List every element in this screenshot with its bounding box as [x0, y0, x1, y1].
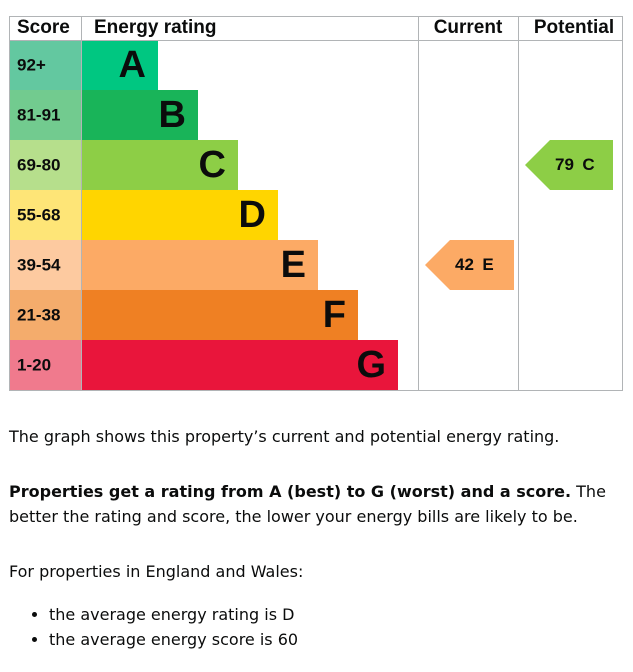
score-cell	[9, 190, 81, 240]
current-score: 42	[455, 255, 474, 274]
rating-bar	[81, 240, 318, 290]
potential-rating: C	[582, 155, 594, 174]
score-range: 81-91	[17, 105, 60, 124]
rating-letter: E	[281, 244, 306, 286]
rating-letter: B	[159, 94, 186, 136]
rating-explainer: Properties get a rating from A (best) to…	[9, 479, 624, 529]
score-cell	[9, 340, 81, 390]
score-range: 39-54	[17, 255, 61, 274]
rating-bar	[81, 40, 158, 90]
score-cell	[9, 40, 81, 90]
score-cell	[9, 140, 81, 190]
average-score: the average energy score is 60	[49, 627, 624, 652]
current-arrow	[425, 240, 514, 290]
score-cell	[9, 90, 81, 140]
rating-bar	[81, 290, 358, 340]
rest-text: The better the rating and score, the low…	[9, 482, 606, 526]
epc-graph: Score Energy rating Current Potential 92…	[9, 16, 623, 391]
rating-bar	[81, 140, 238, 190]
rating-letter: D	[239, 194, 266, 236]
header-score: Score	[17, 17, 70, 38]
score-range: 92+	[17, 55, 46, 74]
rating-bar	[81, 190, 278, 240]
bold-text: Properties get a rating from A (best) to…	[9, 482, 572, 501]
rating-bar	[81, 90, 198, 140]
potential-label: 79 C	[555, 155, 595, 174]
score-range: 69-80	[17, 155, 60, 174]
score-cell	[9, 290, 81, 340]
regional: For properties in England and Wales:	[9, 562, 304, 581]
rating-letter: A	[119, 44, 146, 86]
score-range: 55-68	[17, 205, 60, 224]
score-cell	[9, 240, 81, 290]
rating-letter: G	[356, 344, 386, 386]
score-range: 21-38	[17, 305, 60, 324]
current-rating: E	[482, 255, 493, 274]
current-label: 42 E	[455, 255, 494, 274]
average-rating: the average energy rating is D	[49, 602, 624, 627]
description: The graph shows this property’s current …	[9, 424, 624, 652]
header-potential: Potential	[534, 17, 614, 38]
potential-score: 79	[555, 155, 574, 174]
intro: The graph shows this property’s current …	[9, 427, 560, 446]
averages: the average energy rating is D the avera…	[9, 602, 624, 652]
rating-letter: F	[323, 294, 346, 336]
header-rating: Energy rating	[94, 17, 216, 38]
header-current: Current	[434, 17, 503, 38]
rating-bar	[81, 340, 398, 390]
potential-arrow	[525, 140, 613, 190]
score-range: 1-20	[17, 355, 51, 374]
rating-letter: C	[199, 144, 226, 186]
